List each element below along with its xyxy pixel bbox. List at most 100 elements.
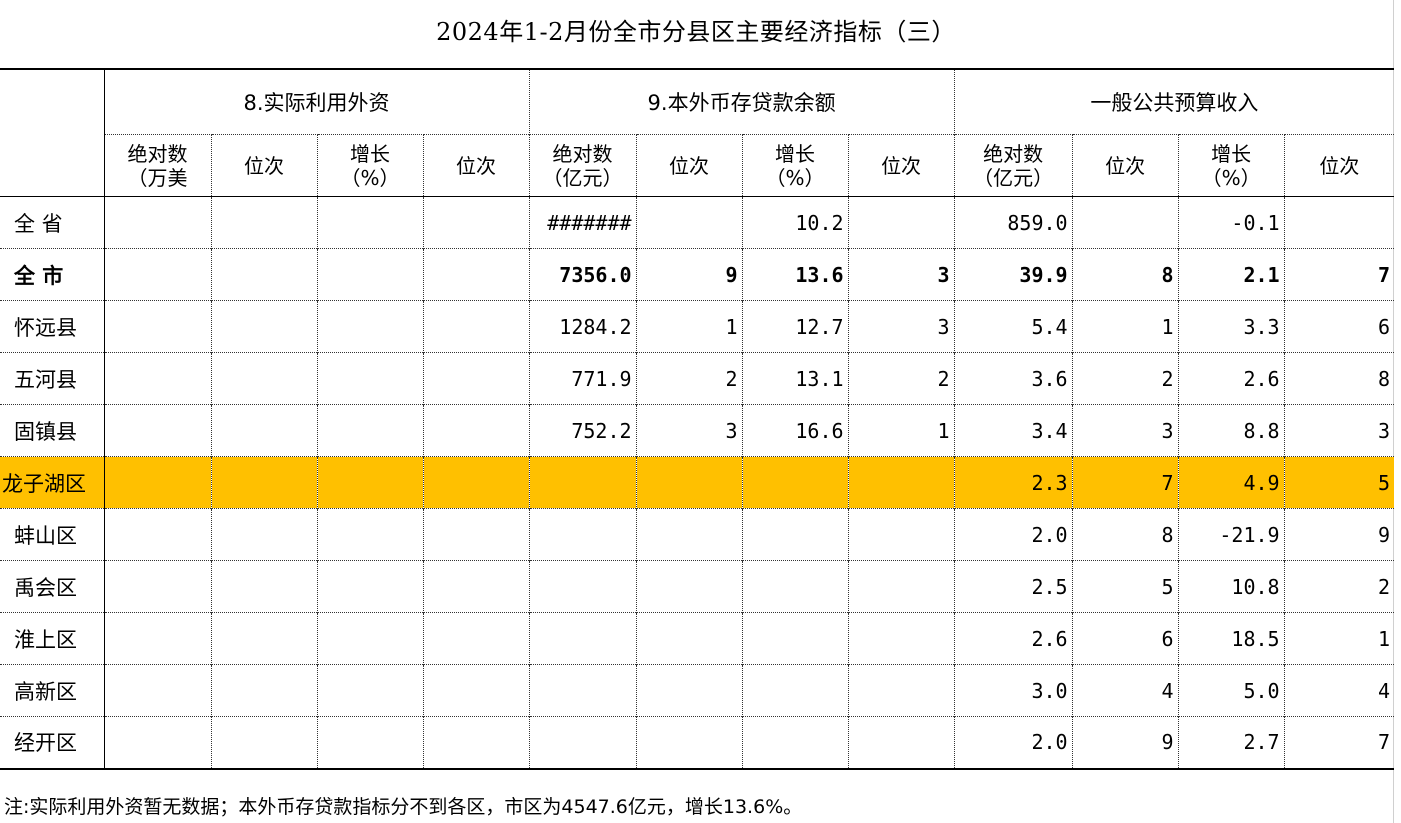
column-header: 位次 xyxy=(1071,134,1179,197)
table-cell: 3 xyxy=(635,404,743,457)
table-cell: 3.0 xyxy=(953,664,1073,717)
page-title: 2024年1-2月份全市分县区主要经济指标（三） xyxy=(436,18,956,46)
row-label: 全 省 xyxy=(0,196,104,249)
table-cell: 1 xyxy=(1283,612,1395,665)
column-header-line: 增长 xyxy=(775,141,816,166)
table-cell xyxy=(635,508,743,561)
table-row: 淮上区 2.6 6 18.5 1 xyxy=(0,612,1395,665)
table-cell: 3.6 xyxy=(953,352,1073,405)
table-row: 怀远县 1284.2 1 12.7 3 5.4 1 3.3 6 xyxy=(0,300,1395,353)
table-cell xyxy=(103,612,211,665)
table-row: 蚌山区 2.0 8 -21.9 9 xyxy=(0,508,1395,561)
row-label: 怀远县 xyxy=(0,300,104,353)
column-header-line: 绝对数 xyxy=(552,141,613,166)
table-cell xyxy=(1283,196,1395,249)
column-header-line: （%） xyxy=(1201,165,1261,190)
column-header: 增长 （%） xyxy=(741,134,849,197)
table-cell xyxy=(210,404,317,457)
table-cell xyxy=(210,612,317,665)
indicator-table: 8.实际利用外资 9.本外币存贷款余额 一般公共预算收入 绝对数 （万美 位次 增长（… xyxy=(0,68,1395,770)
table-cell xyxy=(741,612,849,665)
column-header-line: 增长 xyxy=(1211,141,1252,166)
table-cell xyxy=(528,508,637,561)
table-cell xyxy=(422,508,530,561)
table-cell: 39.9 xyxy=(953,248,1073,301)
row-label: 禹会区 xyxy=(0,560,104,613)
table-cell: 4.9 xyxy=(1177,456,1285,509)
table-cell xyxy=(103,560,211,613)
table-cell xyxy=(210,508,317,561)
table-cell: 8.8 xyxy=(1177,404,1285,457)
table-row: 固镇县 752.2 3 16.6 1 3.4 3 8.8 3 xyxy=(0,404,1395,457)
table-cell xyxy=(316,508,423,561)
table-cell: 13.6 xyxy=(741,248,849,301)
table-cell xyxy=(422,716,530,770)
table-cell xyxy=(316,456,423,509)
table-cell: 2.1 xyxy=(1177,248,1285,301)
column-header: 位次 xyxy=(210,134,317,197)
table-cell: 771.9 xyxy=(528,352,637,405)
column-header: 绝对数 （亿元） xyxy=(528,134,637,197)
table-cell xyxy=(210,456,317,509)
table-cell: 2.7 xyxy=(1177,716,1285,770)
column-header: 位次 xyxy=(1283,134,1395,197)
column-header-line: 绝对数 xyxy=(127,141,188,166)
table-cell: 1 xyxy=(635,300,743,353)
table-cell xyxy=(422,664,530,717)
table-row: 龙子湖区 2.3 7 4.9 5 xyxy=(0,456,1395,509)
table-cell: 5.0 xyxy=(1177,664,1285,717)
table-cell xyxy=(210,196,317,249)
table-cell: 2.0 xyxy=(953,716,1073,770)
table-cell: 859.0 xyxy=(953,196,1073,249)
table-cell: 3.3 xyxy=(1177,300,1285,353)
table-row: 高新区 3.0 4 5.0 4 xyxy=(0,664,1395,717)
table-cell xyxy=(422,300,530,353)
corner-cell xyxy=(0,68,104,197)
table-cell: 2.3 xyxy=(953,456,1073,509)
table-cell: 3 xyxy=(1283,404,1395,457)
table-cell xyxy=(635,716,743,770)
table-cell: 8 xyxy=(1071,248,1179,301)
table-cell xyxy=(741,716,849,770)
table-cell xyxy=(635,664,743,717)
column-header-line: （%） xyxy=(765,165,825,190)
table-cell xyxy=(210,664,317,717)
table-cell xyxy=(422,404,530,457)
column-header-line: 位次 xyxy=(881,153,922,178)
group-header-fdi: 8.实际利用外资 xyxy=(103,68,530,135)
column-header-line: 位次 xyxy=(1105,153,1146,178)
table-cell xyxy=(422,248,530,301)
table-cell xyxy=(847,612,955,665)
column-header-line: （亿元） xyxy=(973,165,1054,190)
column-header: 绝对数 （亿元） xyxy=(953,134,1073,197)
table-cell xyxy=(103,248,211,301)
table-cell xyxy=(316,560,423,613)
table-cell: 2.6 xyxy=(1177,352,1285,405)
footnote: 注:实际利用外资暂无数据；本外币存贷款指标分不到各区，市区为4547.6亿元，增… xyxy=(4,796,803,818)
table-cell xyxy=(316,612,423,665)
column-header: 位次 xyxy=(635,134,743,197)
row-label: 蚌山区 xyxy=(0,508,104,561)
table-cell: 4 xyxy=(1071,664,1179,717)
table-cell xyxy=(847,664,955,717)
table-cell: 1284.2 xyxy=(528,300,637,353)
table-cell: 5 xyxy=(1283,456,1395,509)
table-cell: 2 xyxy=(1283,560,1395,613)
column-header: 增长 （%） xyxy=(1177,134,1285,197)
table-cell xyxy=(103,352,211,405)
table-cell: 7 xyxy=(1071,456,1179,509)
table-cell xyxy=(422,560,530,613)
row-label: 淮上区 xyxy=(0,612,104,665)
group-header-budget-revenue: 一般公共预算收入 xyxy=(953,68,1395,135)
table-cell: 5.4 xyxy=(953,300,1073,353)
table-cell: 7 xyxy=(1283,248,1395,301)
table-cell: 4 xyxy=(1283,664,1395,717)
column-header-line: 绝对数 xyxy=(983,141,1044,166)
table-cell xyxy=(316,352,423,405)
table-cell xyxy=(528,612,637,665)
table-cell: 3 xyxy=(1071,404,1179,457)
table-cell xyxy=(422,352,530,405)
table-cell xyxy=(210,352,317,405)
table-cell: 6 xyxy=(1283,300,1395,353)
table-cell: -21.9 xyxy=(1177,508,1285,561)
